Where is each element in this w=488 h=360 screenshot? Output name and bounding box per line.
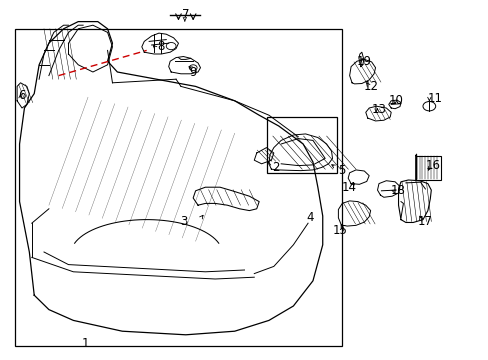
Text: 17: 17 [417,215,432,228]
Text: 11: 11 [427,93,442,105]
Text: 16: 16 [425,159,439,172]
Text: 13: 13 [371,103,386,116]
Text: 15: 15 [332,224,346,237]
Text: 9: 9 [189,66,197,78]
Text: 18: 18 [390,184,405,197]
Text: 19: 19 [356,55,371,68]
Bar [266,117,337,173]
Bar [415,156,440,180]
Text: 12: 12 [364,80,378,93]
Text: 4: 4 [306,211,314,224]
Text: 2: 2 [272,161,280,174]
Text: 8: 8 [157,40,165,53]
Text: 6: 6 [18,89,26,102]
Bar [15,29,342,346]
Text: 7: 7 [182,8,189,21]
Text: 3: 3 [179,215,187,228]
Text: 5: 5 [338,165,346,177]
Text: 1: 1 [81,337,89,350]
Text: 14: 14 [342,181,356,194]
Text: 10: 10 [388,94,403,107]
